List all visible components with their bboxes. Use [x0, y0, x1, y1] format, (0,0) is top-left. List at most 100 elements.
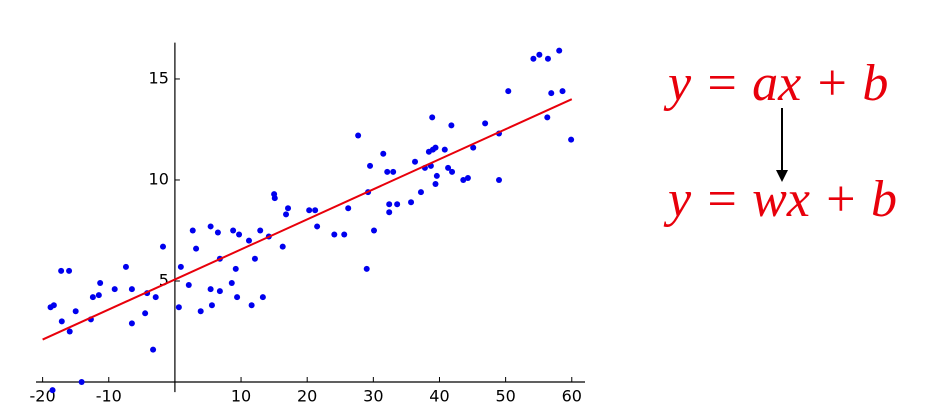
point — [214, 229, 221, 236]
point — [306, 207, 313, 214]
fit-line — [42, 98, 573, 341]
point — [236, 231, 243, 238]
point — [193, 245, 200, 252]
point — [142, 310, 149, 317]
point — [345, 205, 352, 212]
point — [185, 282, 192, 289]
point — [152, 294, 159, 301]
point — [441, 146, 448, 153]
point — [177, 263, 184, 270]
point — [271, 195, 278, 202]
y-tick-label: 5 — [159, 270, 169, 289]
point — [216, 288, 223, 295]
point — [257, 227, 264, 234]
point — [312, 207, 319, 214]
point — [417, 189, 424, 196]
point — [97, 280, 104, 287]
equation: y = wx + b — [663, 171, 897, 228]
point — [78, 378, 85, 385]
point — [259, 294, 266, 301]
point — [230, 227, 237, 234]
x-tick-label: 40 — [429, 386, 449, 405]
y-tick-label: 10 — [149, 169, 169, 188]
point — [89, 294, 96, 301]
x-tick-label: 50 — [495, 386, 515, 405]
point — [234, 294, 241, 301]
point — [355, 132, 362, 139]
point — [370, 227, 377, 234]
point — [245, 237, 252, 244]
point — [49, 387, 56, 394]
point — [66, 267, 73, 274]
point — [208, 302, 215, 309]
point — [285, 205, 292, 212]
point — [72, 308, 79, 315]
point — [460, 176, 467, 183]
point — [122, 263, 129, 270]
point — [159, 243, 166, 250]
point — [341, 231, 348, 238]
point — [464, 174, 471, 181]
point — [251, 255, 258, 262]
point — [386, 201, 393, 208]
point — [228, 280, 235, 287]
point — [248, 302, 255, 309]
point — [197, 308, 204, 315]
point — [380, 150, 387, 157]
point — [95, 292, 102, 299]
point — [128, 320, 135, 327]
point — [482, 120, 489, 127]
point — [530, 55, 537, 62]
point — [470, 144, 477, 151]
point — [150, 346, 157, 353]
point — [412, 158, 419, 165]
x-tick-label: -20 — [30, 386, 56, 405]
point — [408, 199, 415, 206]
point — [390, 168, 397, 175]
point — [207, 223, 214, 230]
point — [556, 47, 563, 54]
point — [128, 286, 135, 293]
point — [232, 265, 239, 272]
x-tick-label: -10 — [96, 386, 122, 405]
point — [58, 318, 65, 325]
point — [331, 231, 338, 238]
point — [283, 211, 290, 218]
point — [548, 90, 555, 97]
point — [50, 302, 57, 309]
point — [432, 181, 439, 188]
point — [386, 209, 393, 216]
point — [111, 286, 118, 293]
point — [367, 162, 374, 169]
point — [559, 88, 566, 95]
x-tick-label: 60 — [562, 386, 582, 405]
y-tick-label: 15 — [149, 68, 169, 87]
point — [432, 144, 439, 151]
point — [363, 265, 370, 272]
point — [279, 243, 286, 250]
point — [568, 136, 575, 143]
point — [449, 168, 456, 175]
point — [384, 168, 391, 175]
point — [189, 227, 196, 234]
point — [536, 51, 543, 58]
point — [448, 122, 455, 129]
point — [496, 176, 503, 183]
point — [175, 304, 182, 311]
point — [445, 164, 452, 171]
point — [429, 114, 436, 121]
point — [505, 88, 512, 95]
x-tick-label: 10 — [231, 386, 251, 405]
point — [66, 328, 73, 335]
x-tick-label: 30 — [363, 386, 383, 405]
point — [544, 114, 551, 121]
x-tick-label: 20 — [297, 386, 317, 405]
point — [58, 267, 65, 274]
point — [207, 286, 214, 293]
equation: y = ax + b — [663, 55, 888, 112]
point — [314, 223, 321, 230]
point — [544, 55, 551, 62]
arrow-head — [776, 170, 788, 182]
